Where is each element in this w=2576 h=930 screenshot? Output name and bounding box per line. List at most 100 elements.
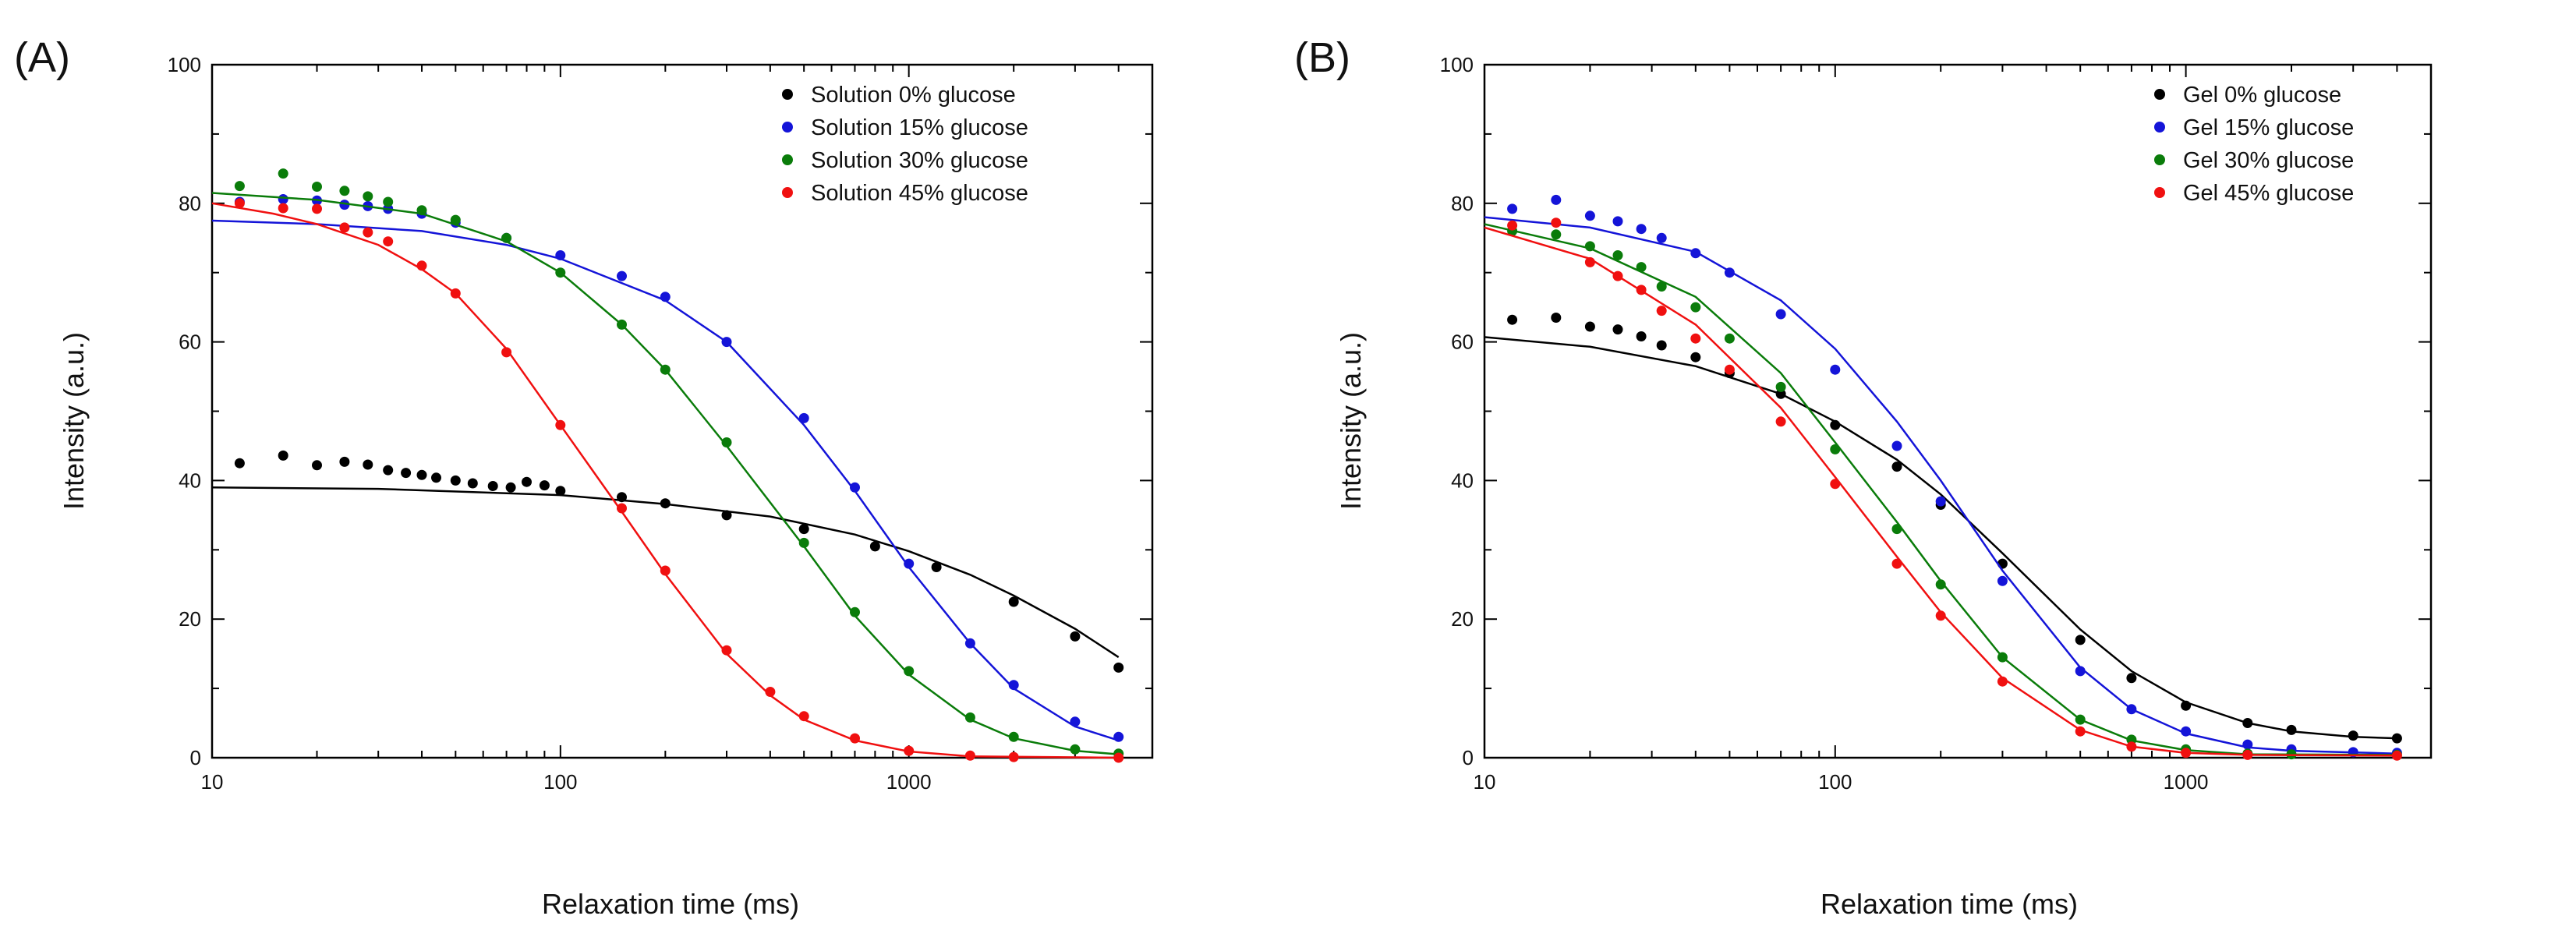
data-point xyxy=(721,645,732,656)
data-point xyxy=(660,565,671,576)
x-tick-label: 10 xyxy=(201,770,224,794)
data-point xyxy=(1935,610,1946,621)
data-point xyxy=(721,510,732,521)
data-point xyxy=(1551,217,1562,228)
data-point xyxy=(869,541,880,552)
y-tick-label: 80 xyxy=(179,192,201,215)
data-point xyxy=(1584,210,1595,221)
data-point xyxy=(416,260,427,271)
legend-marker xyxy=(2154,187,2165,198)
data-point xyxy=(555,250,566,260)
data-point xyxy=(2286,724,2297,735)
data-point xyxy=(798,537,809,548)
data-point xyxy=(1636,224,1647,235)
data-point xyxy=(312,460,322,471)
data-point xyxy=(1612,324,1623,335)
data-point xyxy=(1612,250,1623,260)
y-tick-label: 40 xyxy=(1451,469,1474,492)
x-tick-label: 1000 xyxy=(2164,770,2209,794)
data-point xyxy=(312,203,322,214)
data-point xyxy=(1551,313,1562,323)
legend-marker xyxy=(2154,154,2165,165)
legend-marker xyxy=(2154,89,2165,100)
fit-line xyxy=(1484,216,2397,755)
data-point xyxy=(2391,733,2402,744)
legend-label: Gel 15% glucose xyxy=(2183,115,2354,140)
data-point xyxy=(1724,333,1735,344)
data-point xyxy=(1551,229,1562,240)
panel-a-plot-area: 10 100 1000 0 20 40 60 80 100 xyxy=(168,53,1154,794)
legend-label: Gel 30% glucose xyxy=(2183,148,2354,173)
data-point xyxy=(1935,579,1946,590)
data-point xyxy=(1830,419,1841,430)
data-point xyxy=(1690,248,1701,259)
y-tick-label: 0 xyxy=(1463,746,1474,769)
data-point xyxy=(931,562,942,572)
data-point xyxy=(1997,558,2008,569)
data-point xyxy=(1584,321,1595,332)
data-point xyxy=(1724,267,1735,278)
data-point xyxy=(450,475,461,486)
series-4 xyxy=(1484,217,2402,761)
data-point xyxy=(278,168,288,179)
data-point xyxy=(1830,364,1841,375)
data-point xyxy=(431,472,441,483)
data-point xyxy=(904,745,915,756)
data-point xyxy=(798,711,809,722)
data-point xyxy=(1891,524,1902,535)
data-point xyxy=(1584,241,1595,252)
data-point xyxy=(1113,662,1124,673)
data-point xyxy=(1636,262,1647,273)
data-point xyxy=(964,712,975,723)
data-point xyxy=(1507,220,1518,231)
data-point xyxy=(1008,596,1019,607)
x-tick-label: 100 xyxy=(543,770,577,794)
data-point xyxy=(1997,652,2008,663)
panel-b: (B) Relaxation time (ms) Intensity (a.u.… xyxy=(1294,34,2433,920)
data-point xyxy=(501,347,512,358)
x-tick-label: 1000 xyxy=(886,770,932,794)
data-point xyxy=(312,182,322,192)
data-point xyxy=(1830,479,1841,490)
x-tick-label: 10 xyxy=(1474,770,1496,794)
data-point xyxy=(721,337,732,348)
panel-b-label: (B) xyxy=(1294,34,1350,81)
series-4 xyxy=(211,198,1124,763)
data-point xyxy=(555,419,566,430)
data-point xyxy=(2126,741,2137,752)
y-tick-label: 80 xyxy=(1451,192,1474,215)
data-point xyxy=(2075,714,2086,725)
series-3 xyxy=(1484,223,2402,760)
y-tick-label: 60 xyxy=(1451,331,1474,354)
data-point xyxy=(1008,751,1019,762)
data-point xyxy=(363,227,373,238)
data-point xyxy=(467,478,478,489)
y-tick-label: 100 xyxy=(1440,53,1474,76)
y-tick-label: 60 xyxy=(179,331,201,354)
data-point xyxy=(1935,496,1946,507)
fit-line xyxy=(1484,226,2397,757)
data-point xyxy=(904,666,915,677)
data-point xyxy=(2075,666,2086,677)
data-point xyxy=(1891,461,1902,472)
y-tick-label: 20 xyxy=(1451,607,1474,631)
data-point xyxy=(1690,302,1701,313)
legend-marker xyxy=(782,89,793,100)
panel-a-y-axis-label: Intensity (a.u.) xyxy=(58,332,90,510)
data-point xyxy=(2348,730,2358,741)
fit-line xyxy=(211,202,1119,759)
data-point xyxy=(1113,731,1124,742)
data-point xyxy=(765,687,776,697)
data-point xyxy=(2075,635,2086,645)
series-2 xyxy=(211,194,1124,742)
data-point xyxy=(363,191,373,202)
data-point xyxy=(1830,444,1841,454)
data-point xyxy=(2126,704,2137,715)
data-point xyxy=(278,194,288,204)
data-point xyxy=(617,503,627,514)
data-point xyxy=(850,482,860,493)
data-point xyxy=(1070,716,1081,727)
legend-marker xyxy=(782,154,793,165)
data-point xyxy=(1008,680,1019,691)
